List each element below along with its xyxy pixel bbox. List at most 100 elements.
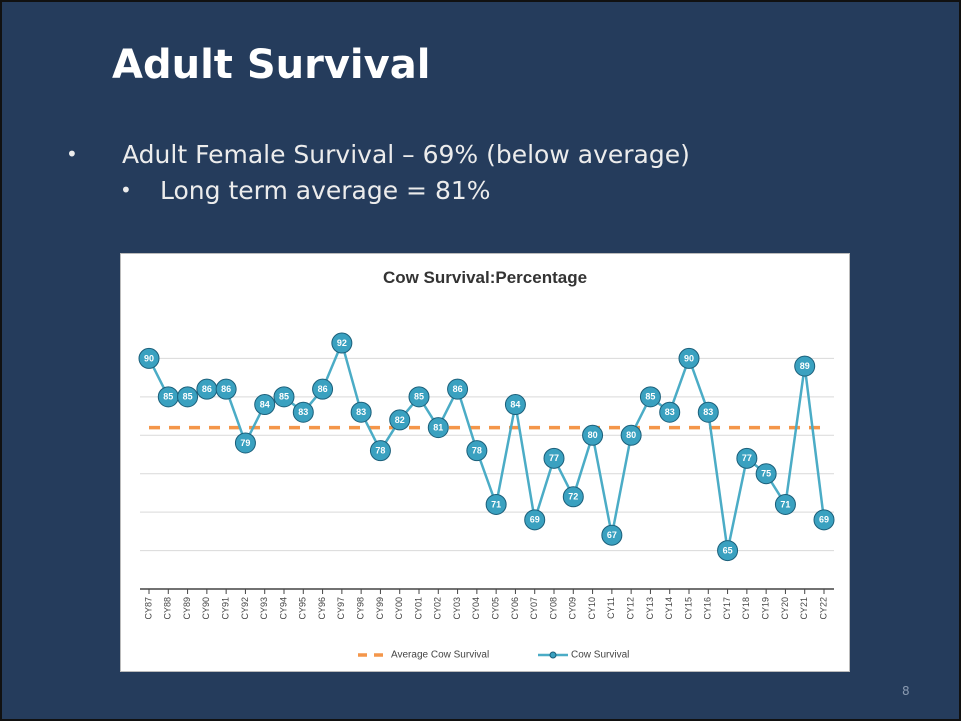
data-label: 85 (414, 392, 424, 402)
data-label: 78 (375, 446, 385, 456)
data-label: 86 (202, 384, 212, 394)
data-label: 77 (549, 453, 559, 463)
x-tick-label: CY01 (413, 597, 423, 620)
x-tick-label: CY11 (606, 597, 616, 619)
data-point (717, 540, 739, 562)
x-tick-label: CY08 (548, 597, 558, 620)
data-label: 84 (260, 399, 270, 409)
x-tick-label: CY14 (664, 597, 674, 620)
x-tick-label: CY04 (471, 597, 481, 620)
x-tick-label: CY00 (394, 597, 404, 620)
x-tick-label: CY09 (568, 597, 578, 620)
data-label: 75 (761, 469, 771, 479)
data-label: 80 (626, 430, 636, 440)
x-tick-label: CY16 (703, 597, 713, 620)
x-tick-label: CY95 (298, 597, 308, 620)
data-label: 67 (607, 530, 617, 540)
data-label: 65 (723, 545, 733, 555)
chart-frame (120, 253, 850, 672)
data-point (447, 378, 469, 400)
data-point (543, 447, 565, 469)
x-tick-label: CY21 (799, 597, 809, 620)
x-tick-label: CY06 (510, 597, 520, 620)
data-label: 80 (588, 430, 598, 440)
data-point (350, 401, 372, 423)
x-tick-label: CY18 (741, 597, 751, 620)
data-point (312, 378, 334, 400)
data-point (485, 493, 507, 515)
data-point (427, 417, 449, 439)
data-label: 71 (491, 499, 501, 509)
data-point (620, 424, 642, 446)
x-tick-label: CY99 (375, 597, 385, 620)
x-tick-label: CY12 (626, 597, 636, 620)
data-point (736, 447, 758, 469)
bullet-text: Long term average = 81% (160, 176, 491, 205)
data-point (215, 378, 237, 400)
data-point (177, 386, 199, 408)
data-label: 92 (337, 338, 347, 348)
x-tick-label: CY19 (761, 597, 771, 620)
x-tick-label: CY98 (356, 597, 366, 620)
legend-label: Average Cow Survival (391, 650, 489, 661)
data-label: 77 (742, 453, 752, 463)
data-label: 83 (298, 407, 308, 417)
data-label: 89 (800, 361, 810, 371)
x-tick-label: CY87 (143, 597, 153, 620)
x-tick-label: CY17 (722, 597, 732, 620)
data-label: 69 (530, 515, 540, 525)
data-point (678, 347, 700, 369)
x-tick-label: CY94 (278, 597, 288, 620)
slide-title: Adult Survival (112, 42, 431, 88)
data-point (524, 509, 546, 531)
x-tick-label: CY15 (683, 597, 693, 620)
data-point (408, 386, 430, 408)
data-label: 71 (780, 499, 790, 509)
data-point (369, 440, 391, 462)
data-label: 90 (144, 353, 154, 363)
bullet: • (66, 142, 78, 166)
data-label: 72 (568, 492, 578, 502)
x-tick-label: CY10 (587, 597, 597, 620)
page-number: 8 (902, 684, 910, 698)
x-tick-label: CY96 (317, 597, 327, 620)
data-point (254, 394, 276, 416)
data-label: 86 (318, 384, 328, 394)
x-tick-label: CY03 (452, 597, 462, 620)
data-label: 78 (472, 446, 482, 456)
x-tick-label: CY92 (240, 597, 250, 620)
data-point (292, 401, 314, 423)
data-point (774, 493, 796, 515)
x-tick-label: CY02 (433, 597, 443, 620)
data-point (659, 401, 681, 423)
legend-marker (549, 651, 557, 659)
legend-label: Cow Survival (571, 650, 629, 661)
x-tick-label: CY22 (818, 597, 828, 620)
data-label: 84 (510, 399, 520, 409)
data-label: 83 (665, 407, 675, 417)
data-label: 86 (221, 384, 231, 394)
data-point (697, 401, 719, 423)
data-point (755, 463, 777, 485)
data-point (138, 347, 160, 369)
data-label: 69 (819, 515, 829, 525)
data-point (562, 486, 584, 508)
bullet: • (120, 178, 132, 202)
data-point (234, 432, 256, 454)
data-label: 81 (433, 422, 443, 432)
data-point (639, 386, 661, 408)
data-point (582, 424, 604, 446)
data-point (389, 409, 411, 431)
data-point (504, 394, 526, 416)
x-tick-label: CY89 (182, 597, 192, 620)
x-tick-label: CY97 (336, 597, 346, 620)
x-tick-label: CY05 (491, 597, 501, 620)
x-tick-label: CY20 (780, 597, 790, 620)
data-label: 83 (356, 407, 366, 417)
data-point (466, 440, 488, 462)
chart: Cow Survival:Percentage CY87 CY88 CY89 CY90… (120, 253, 850, 672)
x-tick-label: CY93 (259, 597, 269, 620)
data-point (273, 386, 295, 408)
chart-title: Cow Survival:Percentage (383, 268, 587, 287)
